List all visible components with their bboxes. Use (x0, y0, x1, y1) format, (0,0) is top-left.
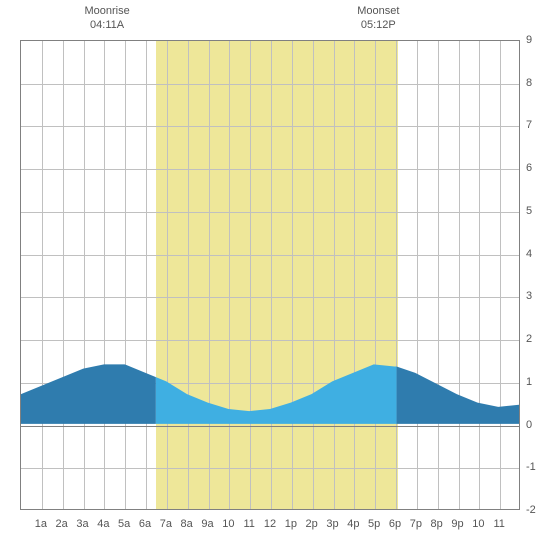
x-tick-label: 10 (222, 518, 234, 530)
x-tick-label: 12 (264, 518, 276, 530)
tide-chart: 1a2a3a4a5a6a7a8a9a1011121p2p3p4p5p6p7p8p… (0, 0, 550, 550)
tide-layer (21, 41, 519, 509)
x-tick-label: 4a (97, 518, 109, 530)
x-tick-label: 4p (347, 518, 359, 530)
y-tick-label: 3 (526, 290, 532, 302)
x-tick-label: 5a (118, 518, 130, 530)
x-tick-label: 9p (451, 518, 463, 530)
y-tick-label: 8 (526, 77, 532, 89)
tide-area-day (156, 364, 397, 424)
moonset-time: 05:12P (357, 18, 399, 32)
x-tick-label: 11 (493, 518, 504, 530)
moonrise-annotation: Moonrise04:11A (84, 4, 129, 33)
y-tick-label: 9 (526, 34, 532, 46)
y-tick-label: 4 (526, 248, 532, 260)
moonrise-time: 04:11A (84, 18, 129, 32)
x-tick-label: 10 (472, 518, 484, 530)
x-tick-label: 5p (368, 518, 380, 530)
tide-area-night-pre (21, 364, 156, 424)
y-tick-label: 1 (526, 376, 532, 388)
y-tick-label: 7 (526, 119, 532, 131)
moonset-annotation: Moonset05:12P (357, 4, 399, 33)
moonrise-label: Moonrise (84, 4, 129, 18)
y-tick-label: 0 (526, 419, 532, 431)
y-tick-label: 6 (526, 162, 532, 174)
x-tick-label: 3p (326, 518, 338, 530)
x-tick-label: 2p (306, 518, 318, 530)
x-tick-label: 7a (160, 518, 172, 530)
tide-area-night-post (397, 366, 519, 423)
x-tick-label: 9a (201, 518, 213, 530)
x-tick-label: 7p (410, 518, 422, 530)
x-tick-label: 6a (139, 518, 151, 530)
y-tick-label: 5 (526, 205, 532, 217)
x-tick-label: 1p (285, 518, 297, 530)
x-tick-label: 6p (389, 518, 401, 530)
x-tick-label: 1a (35, 518, 47, 530)
x-tick-label: 3a (76, 518, 88, 530)
moonset-label: Moonset (357, 4, 399, 18)
plot-area (20, 40, 520, 510)
y-tick-label: -2 (526, 504, 536, 516)
x-tick-label: 2a (56, 518, 68, 530)
y-tick-label: 2 (526, 333, 532, 345)
x-tick-label: 8p (431, 518, 443, 530)
x-tick-label: 11 (243, 518, 254, 530)
y-tick-label: -1 (526, 461, 536, 473)
zero-line (21, 426, 519, 427)
x-tick-label: 8a (181, 518, 193, 530)
